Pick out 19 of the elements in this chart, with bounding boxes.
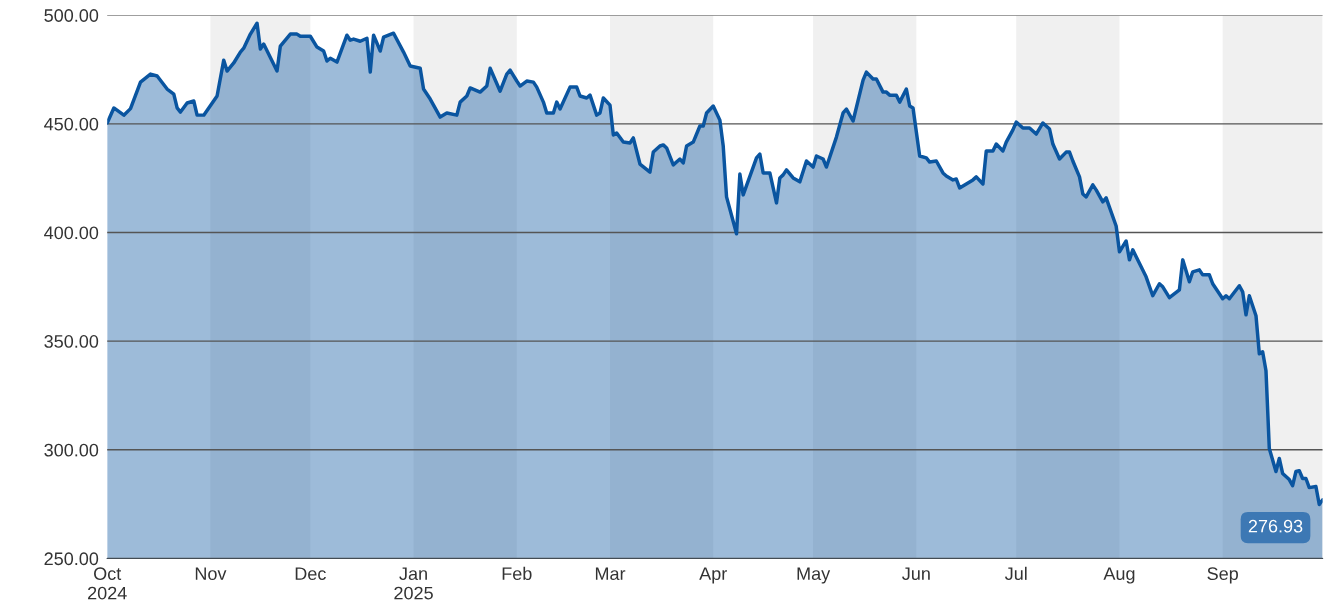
x-tick-label: May	[797, 567, 831, 584]
x-tick-label: Mar	[595, 567, 626, 581]
y-tick-label: 350.00	[44, 335, 99, 348]
x-tick-label: Sep	[1207, 567, 1238, 584]
x-tick-label: Aug	[1103, 567, 1135, 584]
y-tick-label: 400.00	[44, 226, 99, 240]
y-tick-label: 500.00	[44, 9, 99, 22]
x-tick-label: Apr	[699, 567, 727, 584]
y-tick-label: 450.00	[44, 117, 99, 131]
x-tick-label: Nov	[195, 567, 227, 581]
y-tick-label: 250.00	[44, 552, 99, 566]
x-tick-label: Jun	[902, 567, 930, 581]
x-tick-label: Jan 2025	[394, 567, 433, 600]
annotation: 276.93	[1248, 519, 1303, 533]
x-tick-label: Jul	[1004, 566, 1027, 581]
y-tick-label: 300.00	[44, 443, 99, 457]
x-tick-label: Dec	[295, 567, 326, 581]
x-tick-label: Feb	[502, 566, 532, 581]
x-tick-label: Oct 2024	[88, 567, 127, 600]
